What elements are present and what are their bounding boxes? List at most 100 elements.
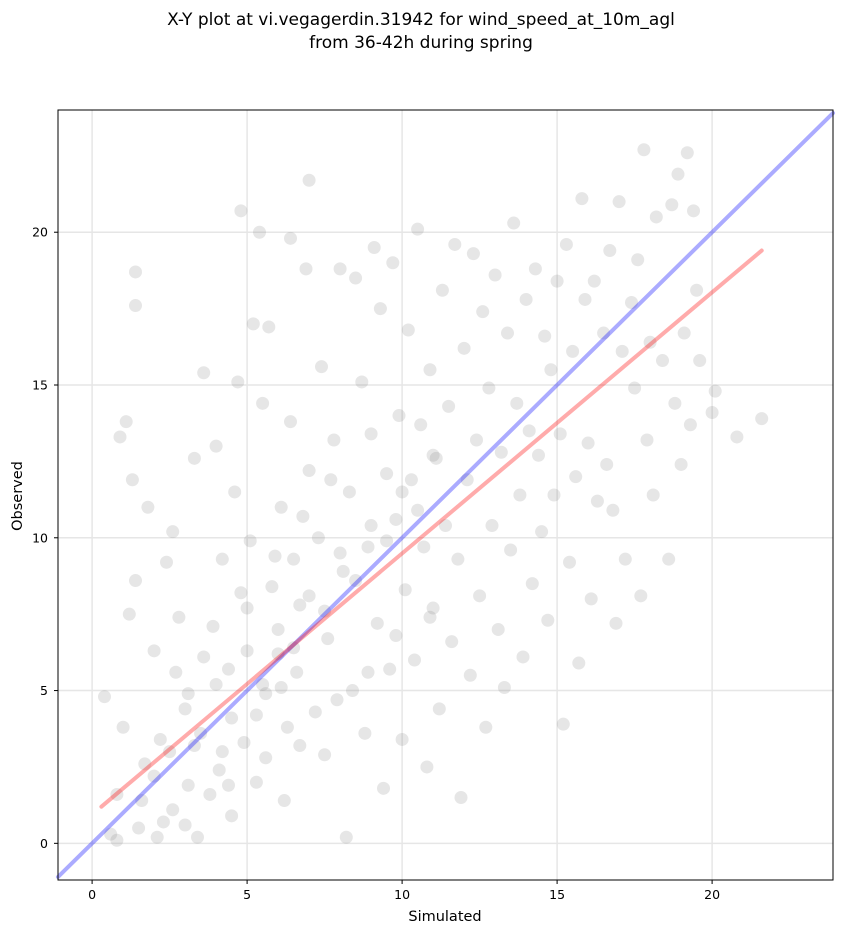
data-point	[237, 736, 251, 749]
data-point	[364, 519, 378, 533]
data-point	[395, 732, 409, 746]
data-point	[321, 632, 335, 646]
data-point	[271, 647, 285, 661]
data-point	[104, 827, 118, 841]
data-point	[612, 195, 626, 209]
data-point	[398, 583, 412, 597]
data-point	[330, 693, 344, 707]
data-point	[705, 406, 719, 419]
data-point	[559, 237, 573, 251]
data-point	[448, 237, 462, 251]
data-point	[389, 512, 403, 526]
data-point	[466, 247, 480, 261]
regression-line	[99, 248, 764, 809]
data-point	[380, 534, 394, 548]
data-point	[550, 274, 564, 288]
data-point	[125, 473, 139, 487]
data-point	[432, 702, 446, 716]
data-point	[110, 833, 124, 847]
data-point	[358, 726, 372, 740]
x-tick-label: 20	[704, 887, 720, 902]
data-point	[528, 262, 542, 276]
data-point	[277, 794, 291, 808]
data-point	[680, 146, 694, 160]
data-point	[327, 433, 341, 447]
data-point	[284, 231, 297, 245]
data-point	[246, 317, 260, 331]
data-point	[122, 607, 136, 621]
data-point	[671, 167, 685, 181]
data-point	[147, 769, 161, 783]
data-point	[649, 210, 663, 224]
data-point	[274, 681, 288, 694]
y-tick-label: 0	[40, 836, 48, 851]
data-point	[414, 418, 428, 432]
data-point	[373, 302, 387, 316]
data-point	[150, 830, 164, 844]
data-point	[693, 354, 707, 368]
data-point	[640, 433, 654, 447]
data-point	[411, 222, 425, 236]
data-point	[730, 430, 744, 444]
data-point	[625, 296, 638, 309]
data-point	[212, 763, 226, 777]
data-point	[259, 751, 273, 765]
data-point	[485, 519, 499, 533]
data-point	[138, 757, 152, 771]
data-point	[240, 601, 254, 615]
data-point	[556, 717, 570, 731]
data-point	[408, 653, 421, 667]
data-point	[510, 396, 524, 410]
data-point	[231, 375, 245, 389]
data-point	[491, 622, 505, 636]
reference-lines	[56, 111, 835, 879]
x-tick-label: 10	[394, 887, 410, 902]
data-point	[420, 760, 434, 774]
data-point	[538, 329, 552, 343]
data-point	[473, 589, 487, 603]
grid-lines	[58, 110, 833, 880]
data-point	[504, 543, 518, 557]
data-point	[423, 610, 437, 624]
data-point	[318, 748, 332, 762]
data-point	[287, 552, 301, 566]
data-point	[315, 360, 328, 374]
data-point	[488, 268, 502, 282]
data-point	[308, 705, 322, 719]
data-point	[166, 525, 180, 539]
data-point	[417, 540, 431, 554]
data-point	[333, 262, 347, 276]
data-point	[643, 335, 657, 349]
data-point	[587, 274, 601, 288]
data-point	[243, 534, 257, 548]
data-point	[380, 467, 394, 481]
data-point	[339, 830, 353, 844]
data-point	[708, 384, 722, 398]
data-point	[377, 781, 390, 795]
data-point	[206, 619, 220, 633]
data-point	[563, 555, 576, 569]
data-point	[677, 326, 691, 340]
data-point	[302, 173, 316, 187]
data-point	[584, 592, 598, 606]
data-point	[259, 687, 273, 701]
data-point	[665, 198, 679, 212]
data-point	[581, 436, 595, 450]
data-point	[609, 616, 623, 630]
data-point	[513, 488, 527, 502]
data-point	[98, 690, 111, 704]
data-point	[194, 726, 208, 740]
plot-frame	[57, 109, 834, 881]
data-point	[293, 598, 307, 612]
data-point	[197, 366, 211, 380]
data-point	[439, 519, 452, 533]
data-point	[361, 665, 375, 679]
y-tick-label: 15	[32, 378, 48, 393]
data-point	[156, 815, 170, 829]
data-point	[284, 415, 297, 429]
data-point	[215, 552, 229, 566]
data-point	[383, 662, 397, 676]
data-point	[153, 732, 167, 746]
data-point	[132, 821, 146, 835]
